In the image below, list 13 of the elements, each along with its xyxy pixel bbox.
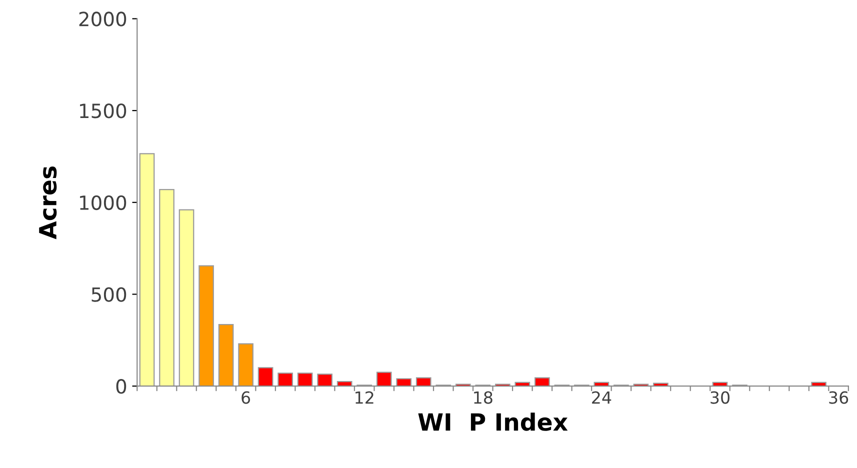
y-tick-label: 1500 bbox=[80, 104, 126, 118]
x-tick-label: 30 bbox=[710, 391, 730, 404]
x-tick-label: 12 bbox=[356, 391, 374, 404]
x-tick-label: 6 bbox=[242, 391, 250, 404]
x-tick-label: 18 bbox=[474, 391, 492, 404]
y-tick-label: 2000 bbox=[79, 12, 126, 26]
y-axis-title: Acres bbox=[39, 166, 57, 240]
y-tick-label: 1000 bbox=[80, 195, 126, 210]
x-tick-label: 36 bbox=[829, 391, 848, 404]
y-tick-label: 0 bbox=[116, 379, 126, 394]
x-axis-title: WI P Index bbox=[418, 412, 568, 431]
y-tick-label: 500 bbox=[92, 287, 126, 302]
x-tick-label: 24 bbox=[592, 391, 612, 404]
